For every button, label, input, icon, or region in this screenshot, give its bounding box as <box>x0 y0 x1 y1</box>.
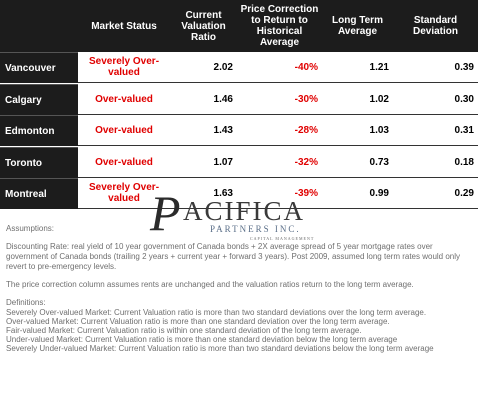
table-cell: 1.63 <box>170 178 237 209</box>
table-cell: 1.21 <box>322 52 393 83</box>
logo-name: ACIFICA <box>183 196 306 226</box>
logo-sub: PARTNERS INC. <box>210 224 301 234</box>
note-line: revert to pre-emergency levels. <box>6 262 117 271</box>
table-cell: -32% <box>237 147 322 178</box>
note-line: Definitions: <box>6 298 46 307</box>
table-cell: 2.02 <box>170 52 237 83</box>
table-cell: 1.02 <box>322 84 393 115</box>
column-header: Current Valuation Ratio <box>170 0 237 52</box>
logo-tagline: CAPITAL MANAGEMENT <box>250 236 315 241</box>
market-status: Severely Over-valued <box>78 178 170 209</box>
table-cell: 1.07 <box>170 147 237 178</box>
market-status: Over-valued <box>78 115 170 146</box>
city-name: Montreal <box>0 178 78 209</box>
table-cell: -40% <box>237 52 322 83</box>
city-name: Toronto <box>0 147 78 178</box>
city-name: Calgary <box>0 84 78 115</box>
column-header: Market Status <box>78 0 170 52</box>
note-line: The price correction column assumes rent… <box>6 280 414 289</box>
table-cell: 0.18 <box>393 147 478 178</box>
table-cell: 1.43 <box>170 115 237 146</box>
market-status: Over-valued <box>78 147 170 178</box>
note-line: government of Canada bonds (trailing 2 y… <box>6 252 461 261</box>
table-cell: 0.99 <box>322 178 393 209</box>
table-cell: -30% <box>237 84 322 115</box>
table-cell: 0.73 <box>322 147 393 178</box>
note-line: Assumptions: <box>6 224 55 233</box>
note-line: Discounting Rate: real yield of 10 year … <box>6 242 433 251</box>
note-line: Under-valued Market: Current Valuation r… <box>6 335 398 344</box>
market-status: Over-valued <box>78 84 170 115</box>
column-header: Standard Deviation <box>393 0 478 52</box>
note-line: Fair-valued Market: Current Valuation ra… <box>6 326 362 335</box>
note-line: Severely Under-valued Market: Current Va… <box>6 344 434 353</box>
table-cell: -39% <box>237 178 322 209</box>
table-cell: 1.46 <box>170 84 237 115</box>
logo-initial: P <box>150 185 181 241</box>
table-cell: -28% <box>237 115 322 146</box>
table-cell: 0.30 <box>393 84 478 115</box>
table-cell: 0.39 <box>393 52 478 83</box>
table-cell: 1.03 <box>322 115 393 146</box>
header-corner <box>0 0 78 52</box>
table-cell: 0.29 <box>393 178 478 209</box>
column-header: Price Correction to Return to Historical… <box>237 0 322 52</box>
city-name: Edmonton <box>0 115 78 146</box>
table-cell: 0.31 <box>393 115 478 146</box>
note-line: Severely Over-valued Market: Current Val… <box>6 308 427 317</box>
city-name: Vancouver <box>0 52 78 83</box>
column-header: Long Term Average <box>322 0 393 52</box>
market-status: Severely Over-valued <box>78 52 170 83</box>
note-line: Over-valued Market: Current Valuation ra… <box>6 317 390 326</box>
